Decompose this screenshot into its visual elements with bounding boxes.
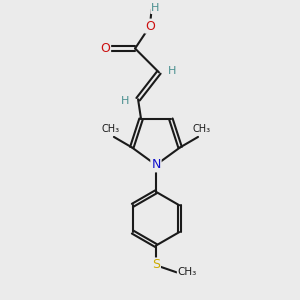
- Text: H: H: [121, 96, 130, 106]
- Text: O: O: [145, 20, 155, 33]
- Text: O: O: [100, 42, 110, 55]
- Text: CH₃: CH₃: [193, 124, 211, 134]
- Text: CH₃: CH₃: [101, 124, 119, 134]
- Text: CH₃: CH₃: [178, 267, 197, 278]
- Text: S: S: [152, 259, 160, 272]
- Text: H: H: [168, 66, 177, 76]
- Text: N: N: [151, 158, 161, 171]
- Text: H: H: [151, 3, 160, 13]
